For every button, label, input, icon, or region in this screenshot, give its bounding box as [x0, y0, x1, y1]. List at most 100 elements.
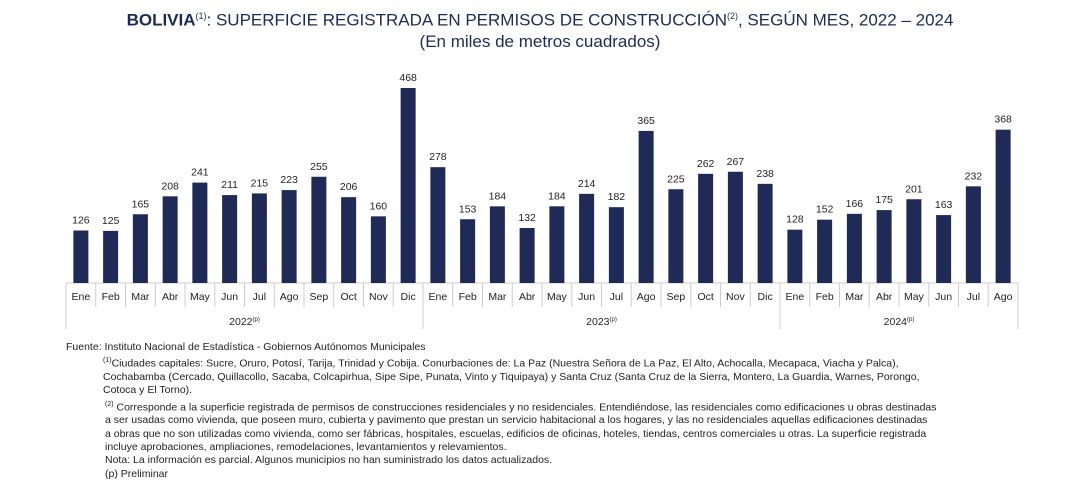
data-label: 365	[637, 115, 655, 127]
bar	[132, 214, 148, 283]
bar	[519, 228, 535, 283]
bar	[638, 130, 654, 283]
bar	[281, 190, 297, 283]
note-line: Cotoca y El Torno).	[103, 384, 193, 397]
month-tick-label: Jun	[221, 291, 238, 303]
data-label: 262	[697, 158, 715, 170]
data-label: 184	[489, 190, 507, 202]
bar	[222, 195, 238, 283]
data-label: 153	[459, 203, 477, 215]
data-label: 211	[221, 179, 238, 191]
bar	[727, 171, 743, 283]
data-label: 182	[608, 191, 626, 203]
month-tick-label: Ago	[637, 291, 656, 303]
bar	[430, 167, 446, 283]
data-label: 468	[399, 72, 417, 84]
note-line: Cochabamba (Cercado, Quillacollo, Sacaba…	[103, 371, 920, 384]
data-label: 201	[905, 183, 923, 195]
note-1: (1)Ciudades capitales: Sucre, Oruro, Pot…	[66, 354, 937, 371]
bar	[906, 199, 922, 283]
month-tick-label: Mar	[488, 291, 507, 303]
year-label: 2023(p)	[586, 316, 617, 328]
title-end: , SEGÚN MES, 2022 – 2024	[737, 10, 954, 30]
data-label: 238	[756, 168, 774, 180]
month-tick-label: Feb	[816, 291, 834, 303]
month-tick-label: Ago	[280, 291, 299, 303]
bar	[757, 183, 773, 283]
bar	[579, 193, 595, 283]
month-tick-label: Oct	[340, 291, 356, 303]
data-label: 225	[667, 173, 685, 185]
data-label: 132	[518, 212, 536, 224]
data-label: 215	[251, 177, 269, 189]
chart-subtitle: (En miles de metros cuadrados)	[419, 31, 661, 51]
month-tick-label: Jul	[967, 291, 980, 303]
data-label: 278	[429, 151, 447, 163]
bar	[817, 219, 833, 283]
data-label: 166	[846, 198, 864, 210]
month-tick-label: Abr	[519, 291, 536, 303]
month-tick-label: Abr	[876, 291, 893, 303]
year-mark: (p)	[907, 317, 914, 323]
title-footnote-2: (2)	[726, 11, 738, 21]
note-line: a obras que no son utilizadas como vivie…	[105, 427, 927, 440]
month-tick-label: Feb	[102, 291, 120, 303]
month-tick-label: Abr	[162, 291, 179, 303]
month-tick-label: May	[904, 291, 925, 303]
month-tick-label: Sep	[310, 291, 329, 303]
month-tick-label: Ene	[429, 291, 448, 303]
chart-title: BOLIVIA(1): SUPERFICIE REGISTRADA EN PER…	[0, 6, 1080, 52]
bar	[668, 189, 684, 283]
month-tick-label: Feb	[459, 291, 477, 303]
data-label: 126	[72, 215, 90, 227]
bar	[965, 186, 981, 283]
month-tick-label: Jun	[935, 291, 952, 303]
data-label: 125	[102, 215, 120, 227]
month-tick-label: Nov	[369, 291, 388, 303]
data-label: 184	[548, 190, 566, 202]
month-tick-label: Oct	[697, 291, 713, 303]
note-1-mark: (1)	[103, 357, 112, 365]
month-tick-label: Sep	[667, 291, 686, 303]
data-label: 368	[994, 114, 1012, 126]
bar	[787, 229, 803, 283]
data-label: 206	[340, 181, 358, 193]
data-label: 160	[370, 200, 388, 212]
month-tick-label: Dic	[758, 291, 773, 303]
data-label: 175	[875, 194, 893, 206]
preliminary-note: (p) Preliminar	[105, 467, 169, 480]
month-tick-label: Jul	[610, 291, 623, 303]
data-label: 208	[161, 180, 179, 192]
bar	[846, 213, 862, 283]
month-tick-label: Ene	[72, 291, 91, 303]
bar	[936, 215, 952, 283]
data-label: 152	[816, 204, 834, 216]
bar	[400, 88, 416, 283]
bar-chart: 126 Ene 125 Feb 165 Mar 208 Abr 241 May 211 Jun 215 J…	[65, 72, 1019, 329]
bar	[698, 173, 714, 283]
bar	[251, 193, 267, 283]
bar	[311, 176, 327, 283]
month-tick-label: Jun	[578, 291, 595, 303]
month-tick-label: Mar	[131, 291, 150, 303]
note-line: a ser usadas como vivienda, que poseen m…	[105, 414, 928, 427]
data-label: 163	[935, 199, 953, 211]
bar	[103, 230, 119, 283]
bar	[73, 230, 89, 283]
note-2-mark: (2)	[105, 400, 114, 408]
bar	[608, 207, 624, 283]
bar	[460, 219, 476, 283]
data-label: 232	[965, 170, 983, 182]
month-tick-label: Dic	[401, 291, 416, 303]
note-line: Corresponde a la superficie registrada d…	[113, 401, 937, 414]
data-label: 128	[786, 214, 804, 226]
data-label: 165	[132, 198, 150, 210]
month-tick-label: Mar	[845, 291, 864, 303]
note-2: (2) Corresponde a la superficie registra…	[66, 398, 937, 415]
month-tick-label: Ene	[786, 291, 805, 303]
data-label: 223	[280, 174, 298, 186]
source-note: Fuente: Instituto Nacional de Estadístic…	[66, 341, 426, 353]
bar	[549, 206, 565, 283]
title-bold: BOLIVIA	[126, 10, 196, 30]
nota: Nota: La información es parcial. Algunos…	[105, 454, 553, 467]
